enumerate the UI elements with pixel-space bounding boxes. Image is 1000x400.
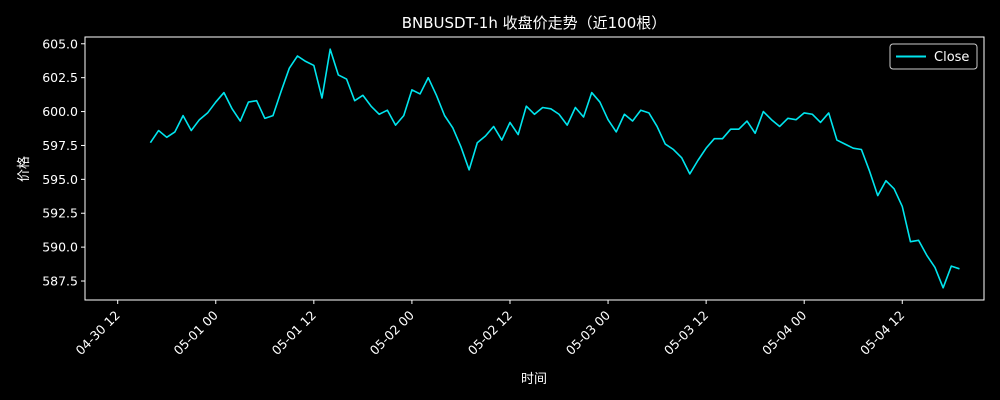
y-tick-label-4: 597.5	[42, 138, 78, 153]
y-tick-label-0: 587.5	[42, 274, 78, 289]
y-tick-label-3: 595.0	[42, 172, 78, 187]
y-tick-label-5: 600.0	[42, 104, 78, 119]
y-tick-label-2: 592.5	[42, 206, 78, 221]
y-tick-label-6: 602.5	[42, 70, 78, 85]
chart-title: BNBUSDT-1h 收盘价走势（近100根）	[402, 14, 667, 32]
legend-box	[889, 43, 978, 70]
y-tick-label-1: 590.0	[42, 240, 78, 255]
x-tick-label-6: 05-03 12	[661, 308, 711, 358]
y-tick-label-7: 605.0	[42, 36, 78, 51]
x-tick-label-1: 05-01 00	[171, 307, 221, 357]
x-axis: 04-30 12 05-01 00 05-01 12 05-02 00 05-02 12…	[72, 300, 907, 358]
y-axis: 587.5 590.0 592.5 595.0 597.5 600.0 602.5 605.0	[42, 36, 85, 289]
x-tick-label-4: 05-02 12	[465, 308, 515, 358]
plot-area-frame	[84, 36, 985, 301]
x-tick-label-2: 05-01 12	[269, 308, 319, 358]
y-axis-title: 价格	[16, 156, 32, 182]
x-axis-title: 时间	[521, 372, 547, 387]
x-tick-label-3: 05-02 00	[367, 307, 417, 357]
series-close-line	[149, 48, 960, 289]
x-tick-label-0: 04-30 12	[72, 308, 122, 358]
legend-label: Close	[934, 50, 969, 65]
x-tick-label-5: 05-03 00	[563, 307, 613, 357]
x-tick-label-8: 05-04 12	[857, 308, 907, 358]
x-tick-label-7: 05-04 00	[759, 307, 809, 357]
legend: Close	[889, 43, 978, 70]
